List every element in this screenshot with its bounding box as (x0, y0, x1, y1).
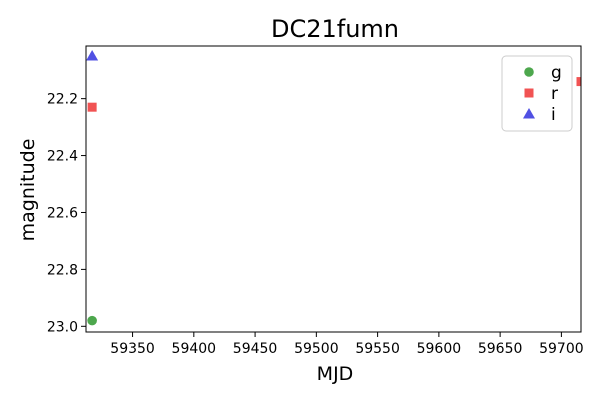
x-tick-label: 59600 (417, 341, 462, 357)
x-axis-ticks: 59350 59400 59450 59500 59550 59600 59650 59700 (110, 332, 584, 357)
x-tick-label: 59500 (294, 341, 339, 357)
legend: gri (501, 55, 573, 132)
x-tick-label: 59400 (172, 341, 217, 357)
x-tick-label: 59700 (539, 341, 584, 357)
x-tick-label: 59550 (355, 341, 400, 357)
x-tick-label: 59650 (478, 341, 523, 357)
x-tick-label: 59450 (233, 341, 278, 357)
y-tick-label: 22.6 (47, 205, 78, 221)
legend-marker-i (523, 108, 535, 119)
y-tick-label: 22.2 (47, 92, 78, 108)
legend-marker-g (524, 67, 534, 77)
x-tick-label: 59350 (110, 341, 155, 357)
plot-area-frame (85, 45, 582, 333)
y-tick-label: 22.4 (47, 149, 78, 165)
y-axis-label: magnitude (17, 139, 39, 242)
data-point-i (86, 49, 99, 61)
legend-marker-r (524, 88, 534, 98)
chart-title: DC21fumn (271, 15, 399, 43)
y-axis-ticks: 22.2 22.4 22.6 22.8 23.0 (47, 92, 86, 335)
y-tick-label: 22.8 (47, 262, 78, 278)
data-points-layer (86, 49, 581, 326)
legend-box (501, 55, 573, 132)
legend-label-i: i (551, 105, 556, 125)
y-tick-label: 23.0 (47, 319, 78, 335)
data-point-r (87, 102, 97, 112)
data-point-g (87, 315, 97, 326)
legend-label-r: r (551, 84, 558, 104)
x-axis-label: MJD (317, 363, 354, 385)
data-point-r (576, 77, 581, 87)
legend-label-g: g (551, 63, 562, 83)
